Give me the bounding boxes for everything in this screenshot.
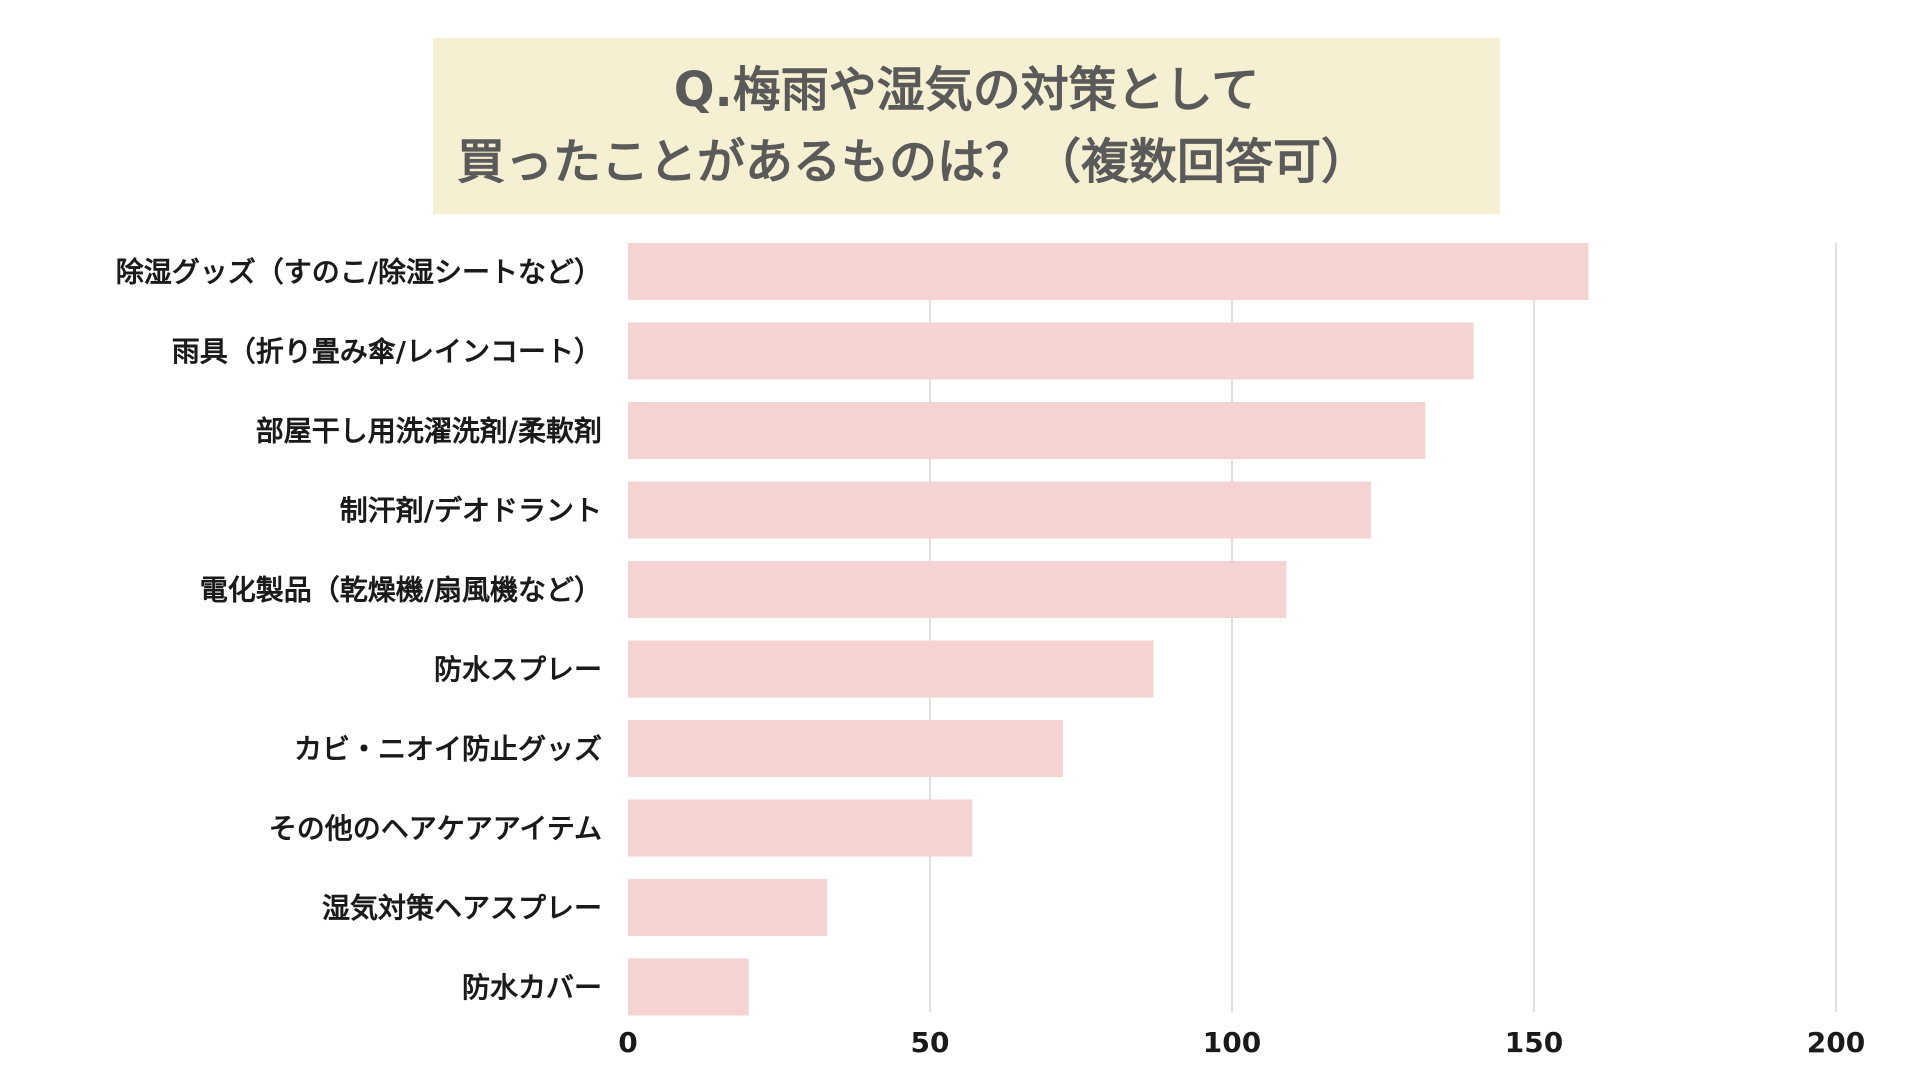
bar-5	[628, 640, 1154, 698]
chart-title-line-2: 買ったことがあるものは？（複数回答可）	[457, 134, 1370, 190]
bar-7	[628, 799, 973, 857]
category-label-9: 防水カバー	[462, 971, 602, 1004]
bar-4	[628, 561, 1287, 618]
bar-9	[628, 958, 749, 1016]
x-tick-label-0: 0	[618, 1026, 637, 1059]
category-label-3: 制汗剤/デオドラント	[340, 494, 602, 527]
category-label-7: その他のヘアケアアイテム	[269, 812, 602, 845]
category-label-0: 除湿グッズ（すのこ/除湿シートなど）	[116, 256, 602, 289]
bar-1	[628, 322, 1474, 380]
bar-8	[628, 879, 828, 936]
category-label-8: 湿気対策ヘアスプレー	[322, 892, 602, 925]
bar-6	[628, 720, 1063, 777]
bar-0	[628, 243, 1589, 300]
category-label-5: 防水スプレー	[434, 653, 602, 686]
chart-title-line-1: Q.梅雨や湿気の対策として	[673, 62, 1260, 118]
category-label-4: 電化製品（乾燥機/扇風機など）	[200, 574, 602, 607]
bar-2	[628, 402, 1426, 459]
x-tick-label-50: 50	[911, 1026, 950, 1059]
category-label-6: カビ・ニオイ防止グッズ	[294, 733, 602, 766]
x-tick-label-200: 200	[1807, 1026, 1865, 1059]
category-label-1: 雨具（折り畳み傘/レインコート）	[172, 335, 602, 368]
x-tick-label-150: 150	[1505, 1026, 1563, 1059]
x-tick-label-100: 100	[1203, 1026, 1261, 1059]
category-label-2: 部屋干し用洗濯洗剤/柔軟剤	[256, 415, 602, 448]
bar-3	[628, 481, 1371, 539]
chart-title-box: Q.梅雨や湿気の対策として 買ったことがあるものは？（複数回答可）	[433, 38, 1500, 214]
